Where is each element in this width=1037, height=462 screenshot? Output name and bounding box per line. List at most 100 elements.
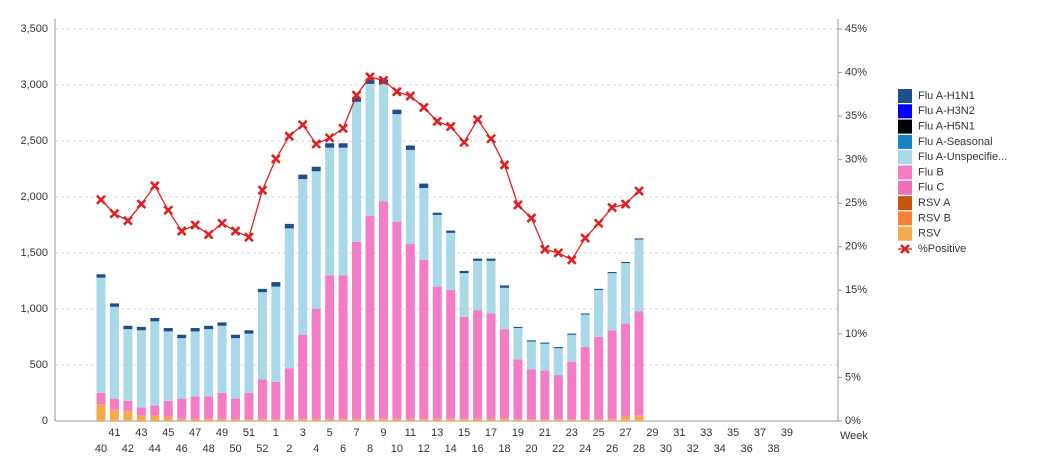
bar-segment xyxy=(459,270,469,274)
bar-segment xyxy=(392,221,402,419)
bar-segment xyxy=(513,419,523,421)
y-tick-label: 2,500 xyxy=(20,135,48,147)
x-tick-label: 33 xyxy=(700,427,712,439)
bar-segment xyxy=(96,393,106,405)
bar-segment xyxy=(580,313,590,315)
x-tick-label: 20 xyxy=(525,443,537,455)
bar-segment xyxy=(634,239,644,312)
bar-segment xyxy=(257,418,267,421)
x-tick-label: 3 xyxy=(300,427,306,439)
x-tick-label: 41 xyxy=(108,427,120,439)
bar-segment xyxy=(486,418,496,421)
line-marker xyxy=(499,159,510,170)
line-marker xyxy=(365,71,375,82)
line-marker xyxy=(580,233,591,243)
bar-segment xyxy=(526,419,536,421)
bar-segment xyxy=(217,393,227,419)
bar-segment xyxy=(190,328,200,332)
bar-segment xyxy=(284,419,294,421)
x-tick-label: 13 xyxy=(431,427,443,439)
y-tick-label: 3,500 xyxy=(20,23,48,35)
y2-tick-label: 40% xyxy=(845,66,867,78)
bar-segment xyxy=(432,212,442,215)
y2-tick-label: 5% xyxy=(845,371,861,383)
bar-segment xyxy=(338,418,348,421)
bar-segment xyxy=(163,331,173,401)
legend-swatch xyxy=(898,180,912,195)
line-marker xyxy=(217,218,227,229)
x-tick-label: 45 xyxy=(162,427,174,439)
x-tick-label: 49 xyxy=(216,427,228,439)
line-marker xyxy=(149,180,160,191)
bar-segment xyxy=(271,286,281,382)
line-marker xyxy=(405,91,416,101)
bar-segment xyxy=(257,379,267,419)
legend-label: Flu A-Unspecifie... xyxy=(918,151,1007,163)
y2-tick-label: 45% xyxy=(845,23,867,35)
x-tick-label: 50 xyxy=(229,443,241,455)
line-marker xyxy=(513,200,523,210)
bar-segment xyxy=(298,334,308,419)
bar-segment xyxy=(123,400,133,411)
bar-segment xyxy=(163,416,173,421)
bar-segment xyxy=(607,272,617,274)
line-marker xyxy=(230,226,241,237)
x-tick-label: 47 xyxy=(189,427,201,439)
bar-segment xyxy=(365,83,375,217)
line-marker xyxy=(96,194,106,205)
bar-segment xyxy=(540,370,550,420)
bar-segment xyxy=(204,329,214,397)
line-marker xyxy=(418,102,429,113)
bar-segment xyxy=(446,289,456,419)
legend-label: Flu A-H3N2 xyxy=(918,105,975,117)
bar-segment xyxy=(177,334,187,339)
bar-segment xyxy=(446,230,456,233)
x-tick-label: 48 xyxy=(202,443,214,455)
bar-segment xyxy=(257,292,267,380)
x-tick-label: 42 xyxy=(122,443,134,455)
bar-segment xyxy=(352,241,362,419)
bar-segment xyxy=(204,396,214,419)
line-marker xyxy=(391,86,402,97)
legend-swatch xyxy=(898,89,912,103)
bar-segment xyxy=(378,418,388,421)
x-tick-label: 22 xyxy=(552,443,564,455)
bar-segment xyxy=(217,418,227,421)
bar-segment xyxy=(621,261,631,264)
x-tick-label: 7 xyxy=(353,427,359,439)
bar-segment xyxy=(392,109,402,115)
line-marker xyxy=(539,244,550,255)
bar-segment xyxy=(419,418,429,421)
bar-segment xyxy=(163,328,173,332)
legend-label: RSV xyxy=(918,228,941,240)
bar-segment xyxy=(244,419,254,421)
line-marker xyxy=(553,247,564,258)
bar-segment xyxy=(177,398,187,419)
bar-segment xyxy=(392,418,402,421)
line-marker xyxy=(634,186,644,196)
bar-segment xyxy=(365,79,375,84)
bar-segment xyxy=(123,325,133,330)
bar-segment xyxy=(96,404,106,421)
x-tick-label: 26 xyxy=(606,443,618,455)
x-tick-label: 5 xyxy=(327,427,333,439)
bar-segment xyxy=(526,341,536,370)
bar-segment xyxy=(271,419,281,421)
bar-segment xyxy=(634,238,644,240)
y2-tick-label: 15% xyxy=(845,284,867,296)
bar-segment xyxy=(594,337,604,420)
x-tick-label: 19 xyxy=(512,427,524,439)
legend-swatch xyxy=(898,211,912,226)
line-marker xyxy=(445,121,456,132)
bar-segment xyxy=(526,340,536,342)
y-tick-label: 0 xyxy=(42,415,48,427)
bar-segment xyxy=(405,145,415,150)
bar-segment xyxy=(204,325,214,330)
x-tick-label: 2 xyxy=(286,443,292,455)
x-tick-label: 17 xyxy=(485,427,497,439)
bar-segment xyxy=(136,407,146,416)
bar-segment xyxy=(432,418,442,421)
x-tick-label: 27 xyxy=(619,427,631,439)
line-marker xyxy=(607,202,618,213)
bar-segment xyxy=(96,277,106,393)
